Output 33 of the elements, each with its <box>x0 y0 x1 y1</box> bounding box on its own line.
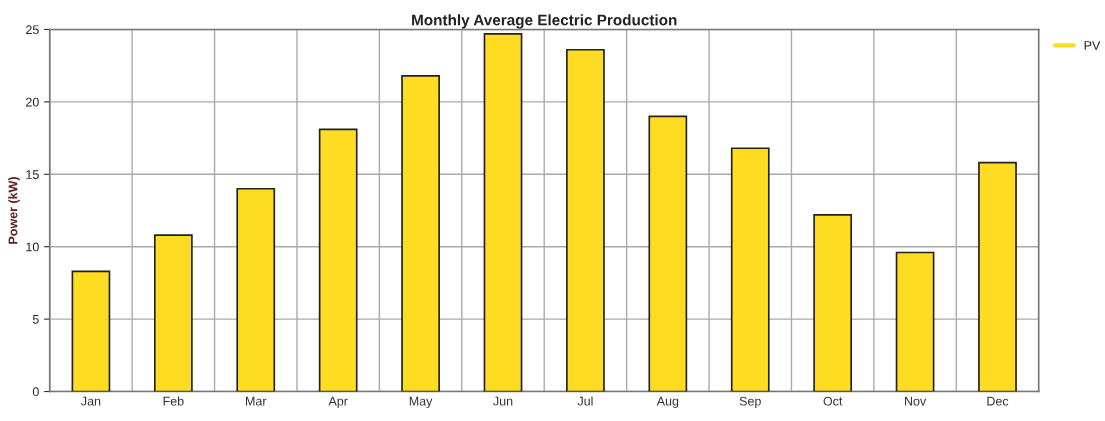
bar <box>978 161 1017 392</box>
y-tick-label: 10 <box>26 242 39 252</box>
bar <box>71 270 111 392</box>
y-axis-title: Power (kW) <box>8 177 20 244</box>
x-tick-label: Apr <box>328 396 348 409</box>
x-tick-label: Nov <box>904 396 927 406</box>
x-tick-label: Mar <box>246 396 267 406</box>
bar <box>895 251 935 392</box>
bar <box>813 214 853 392</box>
y-tick-label: 5 <box>32 315 39 324</box>
chart-title: Monthly Average Electric Production <box>412 14 677 29</box>
x-tick-label: May <box>409 396 433 409</box>
x-tick-label: Jul <box>577 396 593 406</box>
bar <box>236 187 276 392</box>
x-tick-label: Oct <box>823 396 843 406</box>
bar <box>648 115 688 392</box>
bar <box>318 128 358 392</box>
bar <box>401 74 440 392</box>
x-tick-label: Sep <box>739 396 761 409</box>
x-tick-label: Jan <box>81 396 101 406</box>
x-tick-label: Jun <box>493 396 513 406</box>
y-tick-label: 20 <box>26 97 39 107</box>
legend-label: PV <box>1084 41 1101 50</box>
x-tick-label: Aug <box>656 396 679 409</box>
bar <box>483 32 523 392</box>
y-tick-label: 15 <box>26 170 39 179</box>
bar <box>153 234 193 392</box>
bar <box>730 147 770 392</box>
x-tick-label: Feb <box>163 396 184 406</box>
x-tick-label: Dec <box>987 396 1009 406</box>
y-tick-label: 25 <box>26 25 39 35</box>
bar <box>566 48 605 392</box>
y-tick-label: 0 <box>32 387 39 397</box>
